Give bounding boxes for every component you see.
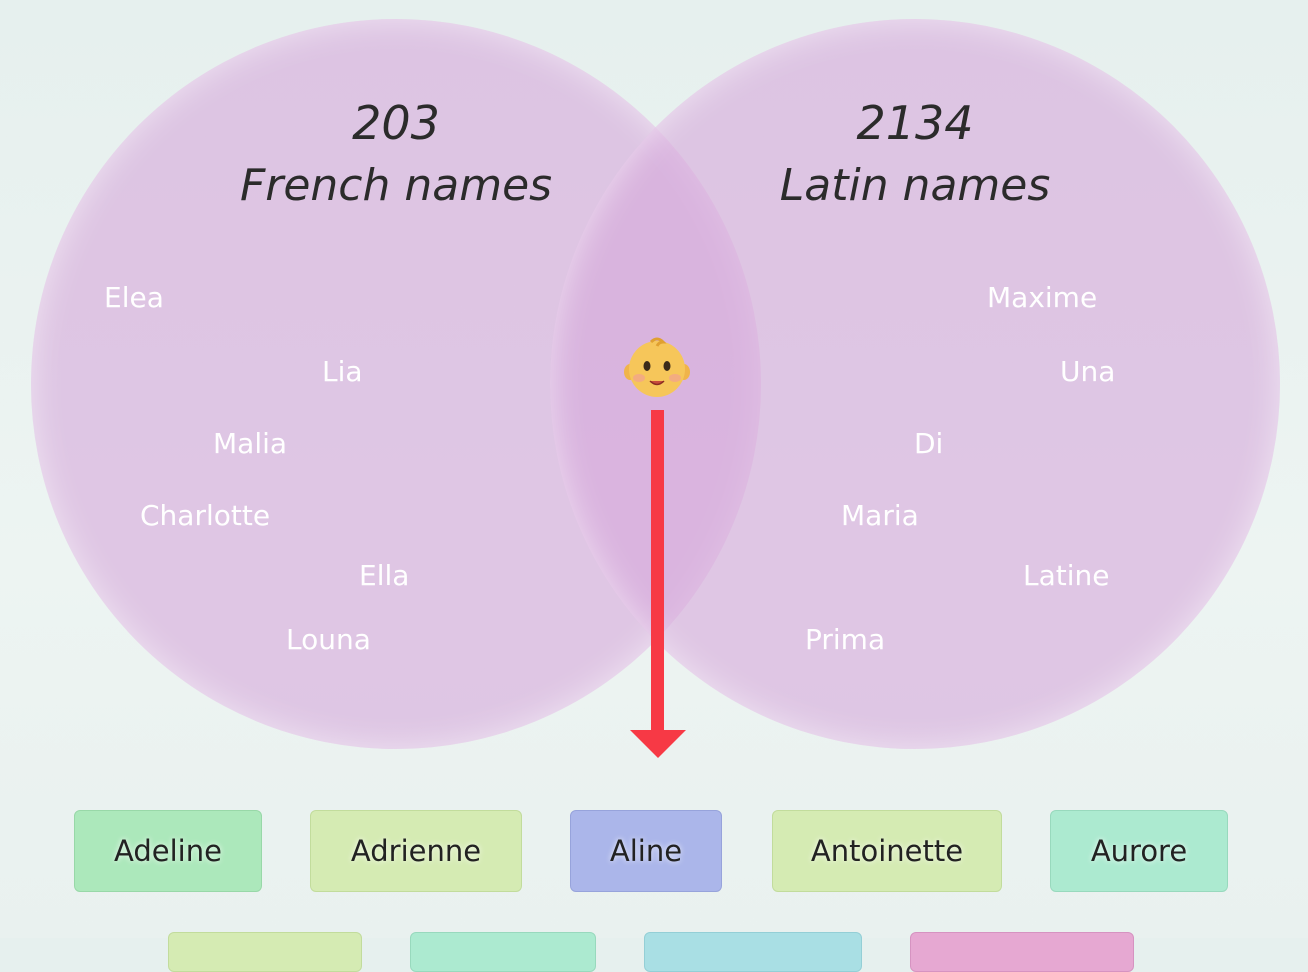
name-chip-aline[interactable]: Aline <box>570 810 722 892</box>
french-name: Louna <box>286 623 371 656</box>
latin-name: Latine <box>1023 559 1110 592</box>
french-label: French names <box>239 160 553 211</box>
french-count: 203 <box>352 96 440 150</box>
latin-name: Una <box>1060 355 1116 388</box>
baby-emoji-icon <box>624 336 690 398</box>
latin-name: Prima <box>805 623 886 656</box>
name-chip-partial[interactable] <box>644 932 862 972</box>
name-chip-adrienne[interactable]: Adrienne <box>310 810 522 892</box>
latin-name: Di <box>914 427 944 460</box>
latin-label: Latin names <box>779 160 1051 211</box>
name-chip-partial[interactable] <box>410 932 596 972</box>
french-name: Lia <box>322 355 363 388</box>
name-chip-antoinette[interactable]: Antoinette <box>772 810 1002 892</box>
name-chip-partial[interactable] <box>168 932 362 972</box>
name-chip-aurore[interactable]: Aurore <box>1050 810 1228 892</box>
french-name: Ella <box>359 559 410 592</box>
name-chip-partial[interactable] <box>910 932 1134 972</box>
french-name: Elea <box>104 281 164 314</box>
arrow-shaft <box>651 410 664 732</box>
arrow-down-icon <box>630 730 686 758</box>
latin-name: Maxime <box>987 281 1098 314</box>
latin-count: 2134 <box>856 96 974 150</box>
french-name: Charlotte <box>140 499 271 532</box>
french-name: Malia <box>213 427 288 460</box>
name-chip-adeline[interactable]: Adeline <box>74 810 262 892</box>
latin-name: Maria <box>841 499 919 532</box>
